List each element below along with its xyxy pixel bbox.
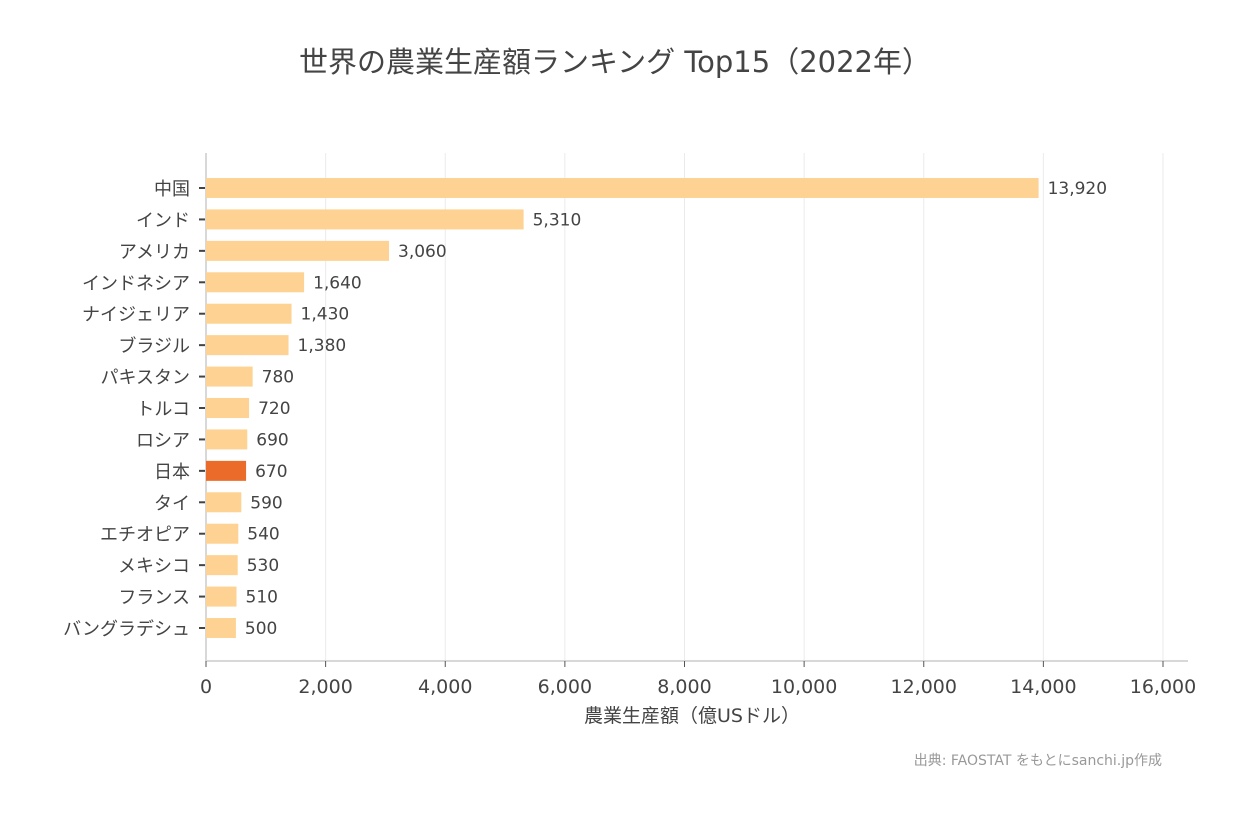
bar bbox=[206, 272, 305, 293]
x-tick-label: 0 bbox=[200, 676, 212, 698]
data-label: 500 bbox=[245, 619, 277, 639]
data-label: 5,310 bbox=[533, 210, 582, 230]
data-label: 690 bbox=[256, 430, 288, 450]
data-label: 720 bbox=[258, 399, 290, 419]
data-label: 1,640 bbox=[313, 273, 362, 293]
y-tick-label: フランス bbox=[118, 588, 190, 609]
x-tick-label: 4,000 bbox=[418, 676, 472, 698]
x-axis-ticks: 0 2,000 4,000 6,000 8,000 10,000 12,000 14,000 1… bbox=[200, 661, 1196, 698]
y-tick-label: トルコ bbox=[136, 399, 190, 420]
data-label: 1,380 bbox=[298, 336, 347, 356]
y-tick-label: エチオピア bbox=[100, 525, 190, 546]
data-label: 590 bbox=[250, 493, 282, 513]
x-tick-label: 2,000 bbox=[298, 676, 352, 698]
bar bbox=[206, 429, 248, 450]
x-tick-label: 6,000 bbox=[538, 676, 592, 698]
y-tick-label: ブラジル bbox=[118, 335, 190, 357]
gridlines bbox=[205, 153, 1188, 662]
x-axis-label: 農業生産額（億USドル） bbox=[584, 705, 800, 727]
y-tick-label: ナイジェリア bbox=[82, 305, 190, 326]
bar bbox=[206, 366, 253, 387]
data-label: 3,060 bbox=[398, 242, 447, 262]
data-label: 530 bbox=[247, 556, 279, 576]
bar bbox=[206, 398, 250, 418]
data-label: 1,430 bbox=[301, 305, 350, 325]
bar bbox=[206, 492, 242, 513]
bar bbox=[206, 209, 524, 230]
y-tick-label: アメリカ bbox=[119, 242, 190, 263]
y-tick-label: 日本 bbox=[154, 462, 190, 483]
y-tick-label: タイ bbox=[154, 493, 190, 514]
source-note: 出典: FAOSTAT をもとにsanchi.jp作成 bbox=[914, 753, 1162, 769]
y-tick-label: パキスタン bbox=[101, 368, 190, 389]
bar bbox=[206, 586, 237, 607]
bar bbox=[206, 335, 289, 356]
bar bbox=[206, 523, 239, 544]
y-tick-label: バングラデシュ bbox=[63, 619, 190, 640]
y-tick-label: インド bbox=[136, 210, 190, 231]
bar bbox=[206, 460, 247, 481]
y-tick-label: 中国 bbox=[154, 179, 190, 200]
data-label: 780 bbox=[262, 368, 294, 388]
y-tick-label: メキシコ bbox=[118, 556, 190, 577]
y-axis-labels: 中国インドアメリカインドネシアナイジェリアブラジルパキスタントルコロシア日本タイ… bbox=[63, 179, 205, 640]
bar bbox=[206, 303, 292, 324]
data-label: 13,920 bbox=[1048, 179, 1107, 199]
bar bbox=[206, 555, 238, 576]
x-tick-label: 12,000 bbox=[891, 676, 957, 698]
chart-title: 世界の農業生産額ランキング Top15（2022年） bbox=[299, 45, 931, 79]
x-tick-label: 16,000 bbox=[1130, 676, 1196, 698]
data-label: 510 bbox=[246, 588, 278, 608]
y-tick-label: ロシア bbox=[136, 430, 190, 451]
y-tick-label: インドネシア bbox=[82, 273, 190, 294]
bar bbox=[206, 618, 236, 638]
x-tick-label: 10,000 bbox=[771, 676, 837, 698]
x-tick-label: 14,000 bbox=[1010, 676, 1076, 698]
x-tick-label: 8,000 bbox=[657, 676, 711, 698]
bar bbox=[206, 240, 390, 261]
data-label: 540 bbox=[247, 525, 279, 545]
bar bbox=[206, 178, 1039, 198]
data-label: 670 bbox=[255, 462, 287, 482]
